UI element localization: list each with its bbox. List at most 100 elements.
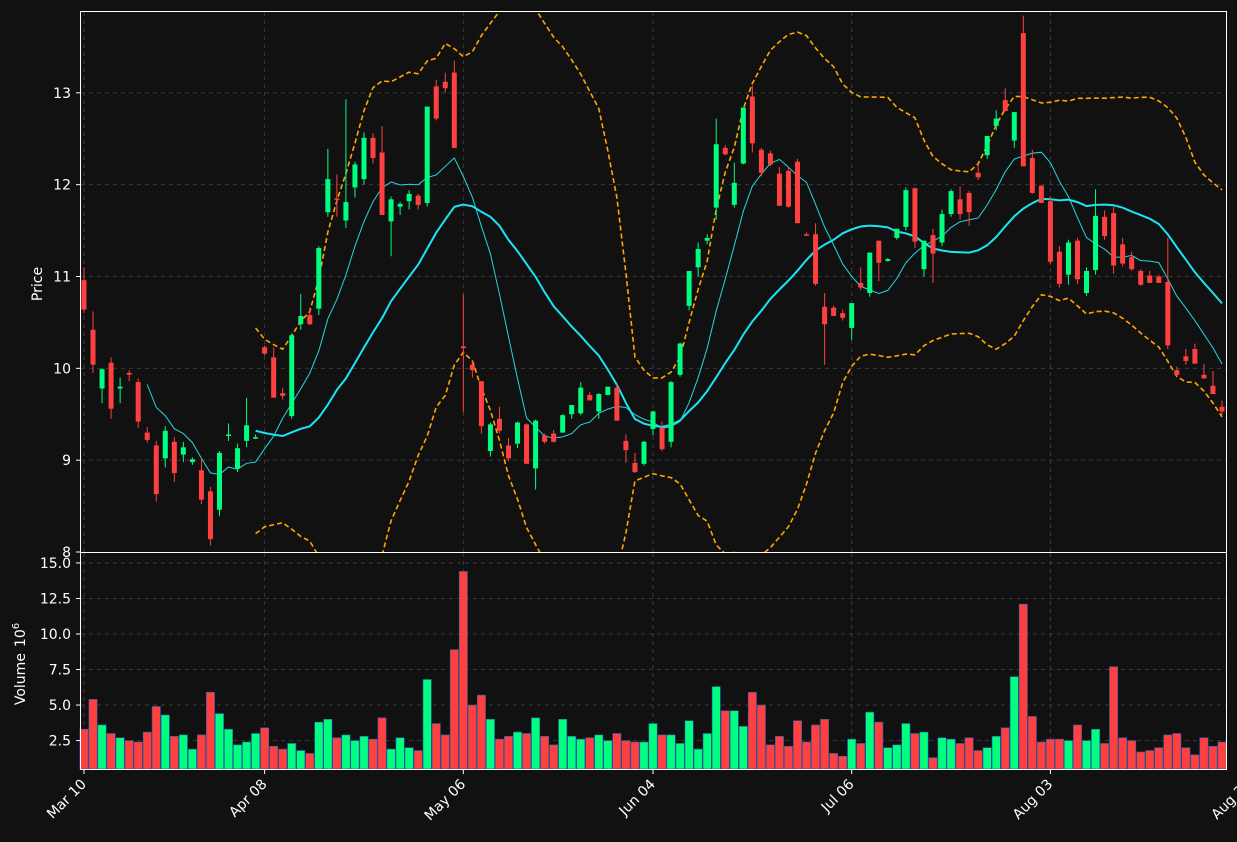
volume-bar	[513, 731, 522, 770]
candle-body	[126, 372, 132, 375]
volume-bar	[431, 723, 441, 770]
candle-body	[487, 424, 493, 451]
candle-body	[442, 81, 448, 89]
volume-bar	[1172, 733, 1182, 770]
volume-bar	[720, 710, 730, 770]
volume-tick-label: 2.5	[49, 734, 71, 750]
candle-body	[641, 441, 647, 464]
volume-bar	[1190, 754, 1200, 770]
volume-tick-label: 10.0	[40, 627, 71, 643]
volume-bar	[133, 741, 143, 770]
candle-body	[289, 335, 295, 417]
candle-body	[1111, 213, 1117, 266]
candle-body	[352, 164, 358, 188]
candle-body	[388, 199, 394, 222]
candle-body	[1093, 215, 1099, 271]
candle-body	[90, 329, 96, 365]
volume-bar	[1082, 740, 1091, 770]
volume-bar	[377, 717, 387, 770]
volume-bar	[350, 740, 360, 770]
candle-body	[840, 313, 846, 318]
volume-bar	[97, 724, 107, 770]
candle-body	[578, 387, 584, 414]
candle-body	[1183, 356, 1189, 361]
volume-bar	[802, 741, 811, 770]
volume-bar	[531, 717, 541, 770]
volume-bar	[774, 736, 784, 770]
volume-bar	[1000, 727, 1010, 770]
candle-body	[1201, 374, 1207, 379]
candle-body	[469, 364, 475, 371]
candle-body	[1138, 270, 1144, 285]
volume-bars	[79, 571, 1227, 770]
volume-bar	[79, 728, 89, 770]
volume-bar	[684, 720, 694, 770]
candle-body	[524, 424, 530, 464]
volume-bar	[675, 743, 685, 770]
volume-bar	[205, 691, 215, 770]
candle-body	[1102, 216, 1108, 237]
volume-tick-label: 5.0	[49, 698, 71, 714]
volume-bar	[1018, 603, 1028, 770]
volume-bar	[1073, 724, 1082, 770]
candle-body	[1056, 251, 1062, 284]
candle-body	[1020, 33, 1026, 167]
volume-bar	[88, 699, 98, 770]
volume-bar	[504, 736, 513, 770]
sma-fast-line	[146, 151, 1223, 476]
candle-body	[235, 448, 241, 469]
candle-body	[226, 434, 232, 436]
candle-body	[207, 491, 213, 540]
price-y-axis: 8 9 10 11 12 13	[53, 86, 81, 561]
volume-axis-label: Volume 106	[11, 623, 29, 705]
candle-body	[171, 441, 177, 474]
candle-body	[948, 191, 954, 215]
price-tick-label: 11	[53, 269, 71, 285]
volume-bar	[314, 721, 324, 770]
volume-bar	[1217, 741, 1227, 770]
candle-body	[1047, 201, 1053, 262]
candle-body	[984, 135, 990, 156]
candle-body	[885, 259, 891, 261]
candle-body	[406, 193, 412, 202]
candle-body	[650, 411, 656, 429]
volume-bar	[765, 744, 775, 770]
volume-bar	[729, 710, 739, 770]
candle-body	[379, 152, 385, 215]
volume-bar	[1100, 743, 1110, 770]
volume-bar	[567, 736, 577, 770]
candle-body	[758, 149, 764, 173]
candle-body	[831, 307, 837, 316]
candle-body	[822, 306, 828, 325]
candle-body	[876, 240, 882, 263]
volume-bar	[901, 723, 911, 770]
volume-bar	[341, 734, 351, 770]
candle-body	[1165, 282, 1171, 346]
candle-body	[767, 153, 773, 165]
volume-bar	[820, 718, 830, 770]
candle-body	[1129, 257, 1135, 270]
candle-body	[722, 147, 728, 155]
candle-body	[162, 430, 168, 459]
candle-body	[795, 161, 801, 224]
candle-body	[307, 315, 313, 325]
volume-bar	[702, 733, 712, 770]
volume-bar	[269, 745, 279, 770]
candle-body	[813, 234, 819, 284]
volume-bar	[151, 706, 161, 770]
candle-body	[433, 86, 439, 119]
candle-body	[632, 462, 638, 473]
volume-bar	[784, 745, 793, 770]
volume-bar	[251, 733, 261, 770]
candle-body	[596, 394, 602, 412]
volume-bar	[738, 726, 748, 770]
candle-body	[713, 144, 719, 208]
volume-axis-label-name: Volume	[13, 653, 29, 705]
volume-bar	[522, 733, 532, 770]
candle-body	[1156, 276, 1162, 283]
volume-bar	[386, 748, 396, 770]
volume-bar	[178, 734, 188, 770]
volume-bar	[865, 711, 875, 770]
candle-body	[930, 235, 936, 254]
volume-bar	[847, 738, 857, 770]
